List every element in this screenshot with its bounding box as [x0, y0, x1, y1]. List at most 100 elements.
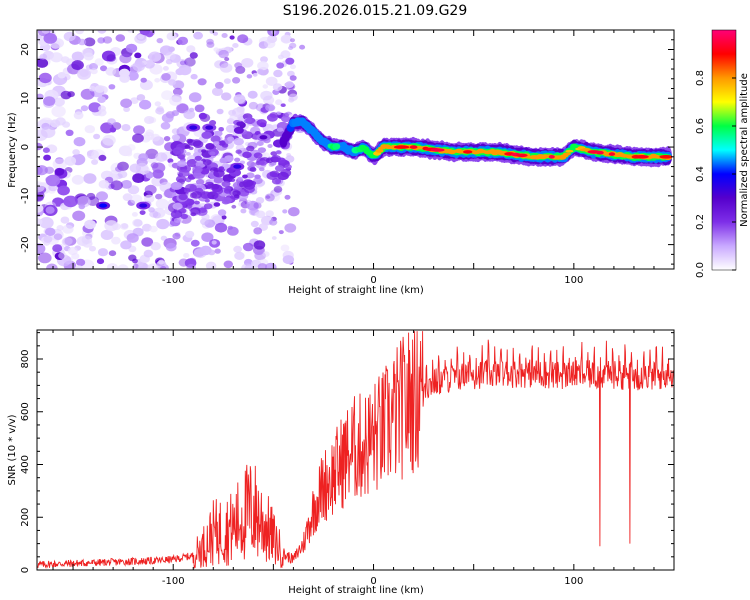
- band-blob: [242, 151, 252, 159]
- band-blob: [256, 119, 267, 127]
- noise-blob: [81, 235, 93, 245]
- band-blob: [200, 191, 212, 199]
- noise-blob: [88, 85, 96, 92]
- noise-blob: [65, 129, 74, 136]
- feature-inner: [259, 135, 268, 140]
- band-blob: [178, 169, 190, 177]
- band-blob: [222, 197, 232, 204]
- y-tick-label: 20: [20, 43, 31, 56]
- band-blob: [175, 175, 187, 183]
- noise-blob: [77, 68, 91, 80]
- noise-blob: [232, 43, 239, 48]
- band-blob: [213, 169, 225, 178]
- noise-blob: [257, 61, 269, 71]
- noise-blob: [60, 56, 70, 63]
- x-tick-label: -100: [162, 275, 185, 286]
- x-tick-label: 0: [370, 576, 376, 587]
- noise-blob: [83, 52, 94, 61]
- noise-blob: [212, 87, 223, 96]
- noise-blob: [132, 263, 139, 269]
- noise-blob: [273, 186, 283, 193]
- noise-blob: [72, 210, 86, 221]
- noise-blob: [169, 96, 182, 106]
- band-blob: [282, 112, 289, 118]
- noise-blob: [284, 194, 291, 200]
- noise-blob: [119, 74, 130, 83]
- noise-blob: [235, 144, 245, 152]
- noise-blob: [216, 108, 224, 115]
- noise-blob: [96, 258, 105, 265]
- ridge-hot: [659, 155, 673, 159]
- noise-blob: [280, 34, 292, 44]
- band-blob: [185, 183, 197, 192]
- colorbar-tick-label: 0.0: [695, 262, 706, 278]
- noise-blob: [213, 31, 218, 36]
- noise-blob: [37, 218, 43, 226]
- noise-blob: [162, 66, 169, 71]
- noise-blob: [73, 137, 86, 147]
- noise-blob: [115, 34, 126, 42]
- noise-blob: [172, 87, 183, 96]
- feature-inner: [99, 203, 108, 208]
- noise-blob: [246, 199, 252, 204]
- band-blob: [212, 141, 220, 146]
- noise-blob: [288, 93, 298, 101]
- noise-blob: [109, 127, 117, 133]
- noise-blob: [197, 78, 207, 86]
- noise-blob: [83, 173, 97, 184]
- band-blob: [258, 160, 265, 165]
- noise-blob: [282, 255, 295, 265]
- noise-blob: [218, 127, 224, 132]
- band-blob: [209, 151, 216, 156]
- band-blob: [218, 140, 226, 146]
- noise-blob: [37, 58, 49, 68]
- y-tick-label: 400: [20, 455, 31, 474]
- band-blob: [256, 141, 264, 146]
- noise-blob: [290, 38, 295, 43]
- noise-blob: [75, 30, 84, 35]
- noise-blob: [46, 263, 58, 269]
- noise-blob: [43, 33, 58, 44]
- noise-blob: [38, 72, 52, 84]
- band-blob: [233, 126, 244, 134]
- noise-blob: [224, 57, 230, 62]
- noise-blob: [285, 57, 295, 65]
- noise-blob: [52, 244, 63, 253]
- noise-blob: [185, 230, 195, 238]
- snr-line: [37, 331, 674, 569]
- noise-blob: [188, 107, 195, 113]
- noise-blob: [171, 134, 180, 141]
- noise-blob: [108, 250, 117, 257]
- noise-blob: [132, 133, 144, 143]
- noise-blob: [53, 97, 65, 107]
- feature-inner: [139, 203, 148, 208]
- ridge-hot: [635, 155, 649, 159]
- noise-blob: [289, 75, 297, 81]
- noise-blob: [229, 113, 240, 122]
- noise-blob: [288, 207, 300, 217]
- noise-blob: [233, 245, 243, 253]
- noise-blob: [139, 210, 146, 216]
- noise-blob: [106, 263, 118, 269]
- snr-x-label: Height of straight line (km): [288, 585, 424, 596]
- x-tick-label: 100: [564, 576, 583, 587]
- band-blob: [269, 112, 278, 118]
- band-blob: [195, 179, 205, 185]
- noise-blob: [137, 34, 145, 40]
- noise-blob: [165, 59, 173, 65]
- noise-blob: [241, 263, 254, 269]
- noise-blob: [37, 243, 46, 255]
- band-blob: [280, 103, 286, 107]
- y-tick-label: 600: [20, 402, 31, 421]
- noise-blob: [262, 84, 269, 89]
- y-tick-label: -20: [20, 236, 31, 252]
- noise-blob: [214, 222, 228, 233]
- snr-y-label: SNR (10 * v/v): [7, 414, 18, 485]
- noise-blob: [96, 191, 108, 201]
- noise-blob: [265, 210, 274, 218]
- noise-blob: [221, 215, 227, 220]
- noise-blob: [78, 38, 87, 46]
- noise-blob: [105, 67, 117, 76]
- noise-blob: [132, 61, 146, 72]
